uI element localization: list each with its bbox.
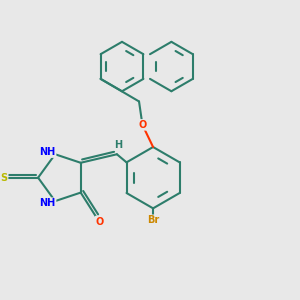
Text: NH: NH	[39, 147, 56, 157]
Text: NH: NH	[39, 198, 56, 208]
Text: O: O	[96, 217, 104, 226]
Text: Br: Br	[147, 215, 159, 225]
Text: S: S	[1, 173, 7, 183]
Text: O: O	[138, 120, 147, 130]
Text: H: H	[114, 140, 122, 150]
